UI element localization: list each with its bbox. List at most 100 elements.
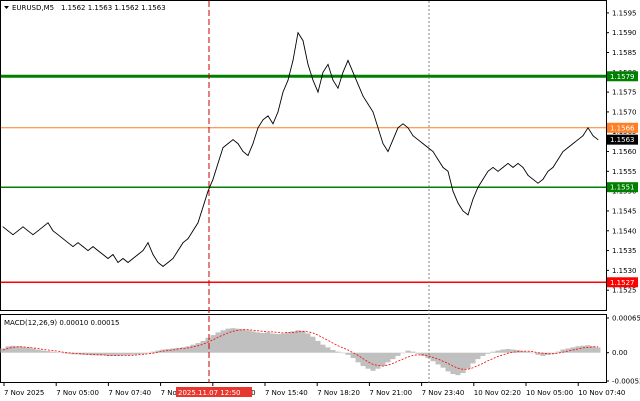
price-point — [22, 226, 24, 228]
price-point — [217, 163, 219, 164]
price-point — [282, 91, 284, 93]
macd-histogram-bar — [225, 328, 231, 353]
price-point — [412, 135, 414, 137]
price-point — [562, 151, 564, 152]
macd-histogram-bar — [395, 352, 401, 356]
price-point — [592, 135, 594, 137]
macd-histogram-bar — [360, 352, 366, 367]
price-point — [552, 166, 554, 168]
price-point — [147, 242, 149, 244]
price-point — [462, 210, 464, 212]
macd-histogram-bar — [495, 350, 501, 353]
price-point — [127, 262, 129, 263]
macd-histogram-bar — [580, 345, 586, 353]
price-point — [397, 127, 399, 129]
price-tick-label: 1.1535 — [612, 247, 637, 255]
price-point — [237, 143, 239, 145]
price-point — [297, 32, 299, 34]
price-point — [382, 143, 384, 145]
macd-histogram-bar — [585, 345, 591, 353]
price-point — [247, 155, 249, 156]
macd-histogram-bar — [425, 352, 431, 359]
price-point — [57, 234, 59, 236]
macd-histogram-bar — [540, 352, 546, 356]
macd-histogram-bar — [210, 335, 216, 353]
price-point — [112, 254, 114, 255]
price-point — [12, 234, 14, 236]
price-point — [272, 123, 274, 125]
price-point — [37, 230, 39, 232]
price-tick-label: 1.1525 — [612, 287, 637, 295]
macd-histogram-bar — [545, 352, 551, 355]
macd-histogram-bar — [330, 350, 336, 353]
macd-histogram-bar — [175, 347, 181, 353]
price-point — [587, 127, 589, 129]
macd-histogram-bar — [505, 348, 511, 353]
price-point — [522, 166, 524, 168]
price-point — [337, 87, 339, 89]
macd-histogram-bar — [105, 352, 111, 356]
macd-histogram-bar — [380, 352, 386, 367]
macd-histogram-bar — [55, 352, 61, 353]
price-point — [452, 190, 454, 192]
price-point — [437, 159, 439, 160]
macd-histogram-bar — [150, 351, 156, 353]
time-tick-label: 7 Nov 07:40 — [108, 389, 151, 397]
time-tick-label: 7 Nov 15:40 — [265, 389, 308, 397]
macd-histogram-bar — [5, 346, 11, 353]
macd-histogram-bar — [145, 352, 151, 354]
price-point — [312, 79, 314, 81]
time-tick-label: 10 Nov 02:20 — [474, 389, 521, 397]
price-point — [2, 226, 4, 228]
macd-histogram-bar — [325, 347, 331, 353]
price-point — [227, 143, 229, 145]
macd-signal-line — [2, 329, 598, 370]
macd-histogram-bar — [315, 340, 321, 353]
macd-histogram-bar — [340, 352, 346, 354]
symbol-label: EURUSD,M5 — [12, 4, 54, 12]
macd-histogram-bar — [530, 352, 536, 354]
macd-histogram-bar — [320, 344, 326, 353]
price-series — [2, 31, 599, 267]
macd-histogram-bar — [520, 351, 526, 353]
macd-histogram-bar — [465, 352, 471, 369]
price-point — [62, 238, 64, 240]
price-point — [152, 254, 154, 255]
macd-histogram-bar — [470, 352, 476, 364]
level-labels: 1.1579 1.1566 1.1551 1.1527 1.1563 — [607, 71, 638, 288]
macd-histogram-bar — [85, 352, 91, 355]
macd-histogram-bar — [235, 328, 241, 353]
level-price-badge — [607, 277, 638, 288]
macd-histogram-bar — [305, 333, 311, 353]
price-point — [427, 147, 429, 148]
macd-histogram-bar — [535, 352, 541, 355]
macd-histogram-bar — [350, 352, 356, 359]
macd-histogram-bar — [0, 348, 6, 353]
macd-histogram-bar — [285, 332, 291, 353]
price-point — [117, 262, 119, 263]
macd-histogram-bar — [590, 346, 596, 353]
price-point — [157, 262, 159, 263]
price-line — [2, 31, 599, 267]
price-point — [557, 159, 559, 160]
macd-histogram-bar — [385, 352, 391, 363]
price-point — [7, 230, 9, 232]
price-point — [27, 230, 29, 232]
price-point — [527, 174, 529, 176]
price-point — [192, 230, 194, 232]
macd-histogram-bar — [40, 350, 46, 353]
macd-histogram-bar — [275, 334, 281, 353]
macd-histogram-bar — [445, 352, 451, 372]
price-point — [302, 40, 304, 42]
macd-histogram-bar — [200, 340, 206, 353]
price-point — [257, 127, 259, 129]
price-point — [322, 71, 324, 73]
dropdown-triangle-icon[interactable] — [4, 6, 9, 9]
macd-histogram-bar — [15, 346, 21, 353]
price-point — [377, 127, 379, 129]
price-point — [417, 139, 419, 141]
price-panel[interactable] — [0, 0, 607, 311]
macd-histogram-bar — [185, 346, 191, 353]
